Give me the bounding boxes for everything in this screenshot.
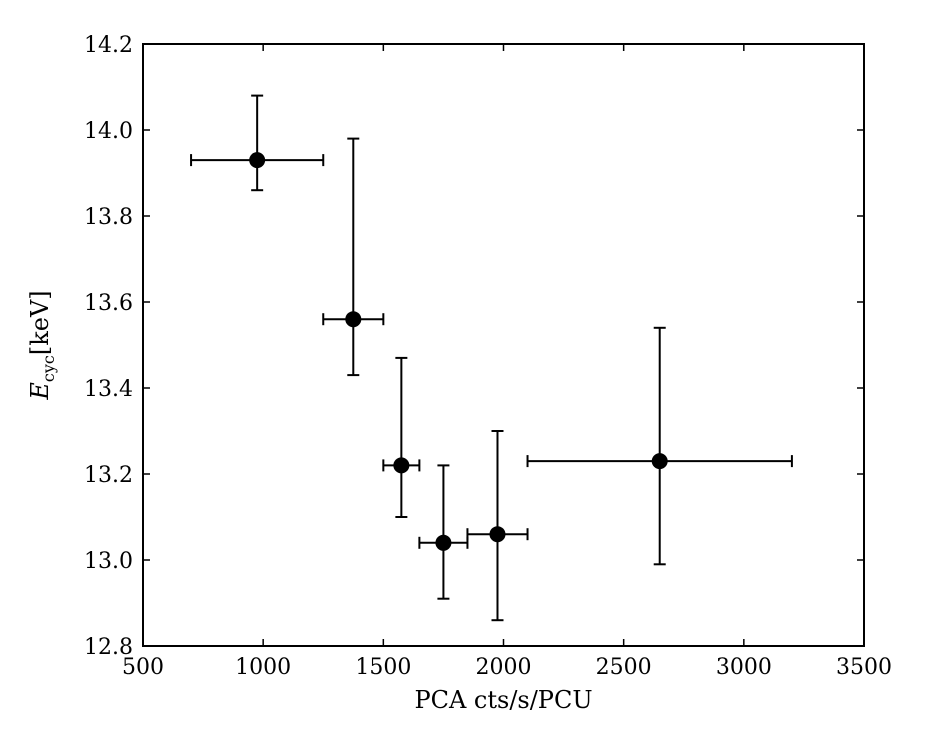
- data-marker: [651, 453, 668, 470]
- x-tick-label: 3500: [836, 655, 892, 680]
- x-tick-label: 2000: [476, 655, 532, 680]
- data-marker: [393, 457, 410, 474]
- data-point: [466, 430, 529, 622]
- y-tick-label: 13.4: [84, 377, 133, 402]
- y-tick-label: 13.8: [84, 205, 133, 230]
- y-tick-label: 13.0: [84, 549, 133, 574]
- y-axis-label-unit: [keV]: [26, 290, 54, 355]
- y-tick-label: 13.2: [84, 463, 133, 488]
- y-tick-label: 12.8: [84, 635, 133, 660]
- data-point: [190, 94, 325, 192]
- y-tick-label: 13.6: [84, 291, 133, 316]
- x-tick-label: 500: [122, 655, 164, 680]
- plot-frame: [142, 43, 865, 647]
- x-tick-label: 2500: [596, 655, 652, 680]
- y-tick-label: 14.0: [84, 119, 133, 144]
- y-axis-label-symbol: E: [26, 382, 54, 401]
- data-point: [382, 356, 421, 518]
- x-tick-label: 1000: [235, 655, 291, 680]
- y-axis-label-subscript: cyc: [39, 355, 58, 382]
- data-marker: [435, 534, 452, 551]
- data-marker: [345, 311, 362, 328]
- data-point: [526, 326, 793, 566]
- y-axis-label: Ecyc[keV]: [26, 290, 58, 400]
- data-marker: [489, 526, 506, 543]
- x-tick-label: 3000: [716, 655, 772, 680]
- data-marker: [249, 152, 266, 169]
- y-axis: 12.8 13.0 13.2 13.4 13.6 13.8 14.0 14.2: [84, 33, 864, 660]
- x-axis-label: PCA cts/s/PCU: [414, 686, 592, 714]
- x-axis: 500 1000 1500 2000 2500 3000 3500: [122, 44, 892, 680]
- y-tick-label: 14.2: [84, 33, 133, 58]
- data-point: [322, 137, 385, 377]
- data-point: [418, 464, 469, 600]
- data-marks: [190, 94, 793, 622]
- x-tick-label: 1500: [355, 655, 411, 680]
